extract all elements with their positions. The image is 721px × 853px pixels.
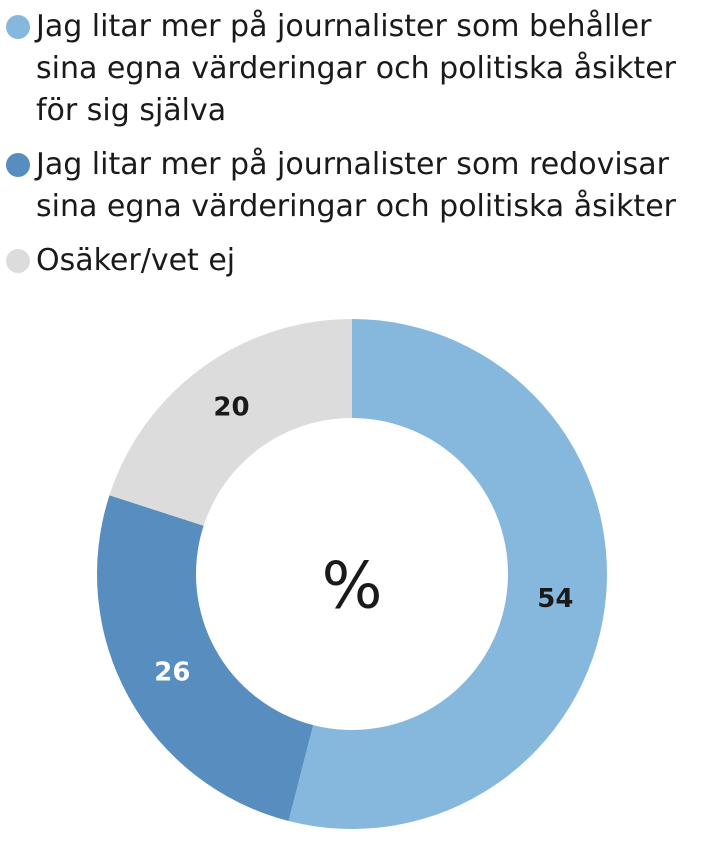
chart-legend: Jag litar mer på journalister som behåll… — [6, 6, 706, 282]
slice-value-label: 20 — [213, 393, 249, 423]
donut-value-labels: 54 26 20 — [154, 393, 573, 688]
donut-slice-3 — [109, 319, 352, 526]
legend-label: Jag litar mer på journalister som behåll… — [36, 9, 676, 128]
legend-label: Jag litar mer på journalister som redovi… — [36, 147, 676, 224]
donut-slice-2 — [97, 495, 314, 821]
donut-slice-1 — [288, 319, 607, 830]
donut-slices — [97, 319, 607, 830]
slice-value-label: 54 — [537, 584, 573, 614]
legend-label: Osäker/vet ej — [36, 243, 236, 278]
center-percent-label: % — [322, 550, 383, 624]
legend-item-keep-private: Jag litar mer på journalister som behåll… — [6, 6, 706, 132]
legend-item-disclose: Jag litar mer på journalister som redovi… — [6, 144, 706, 228]
legend-item-unsure: Osäker/vet ej — [6, 240, 706, 282]
legend-swatch-dark-blue — [6, 153, 30, 177]
slice-value-label: 26 — [154, 657, 190, 687]
legend-swatch-gray — [6, 249, 30, 273]
legend-swatch-light-blue — [6, 15, 30, 39]
